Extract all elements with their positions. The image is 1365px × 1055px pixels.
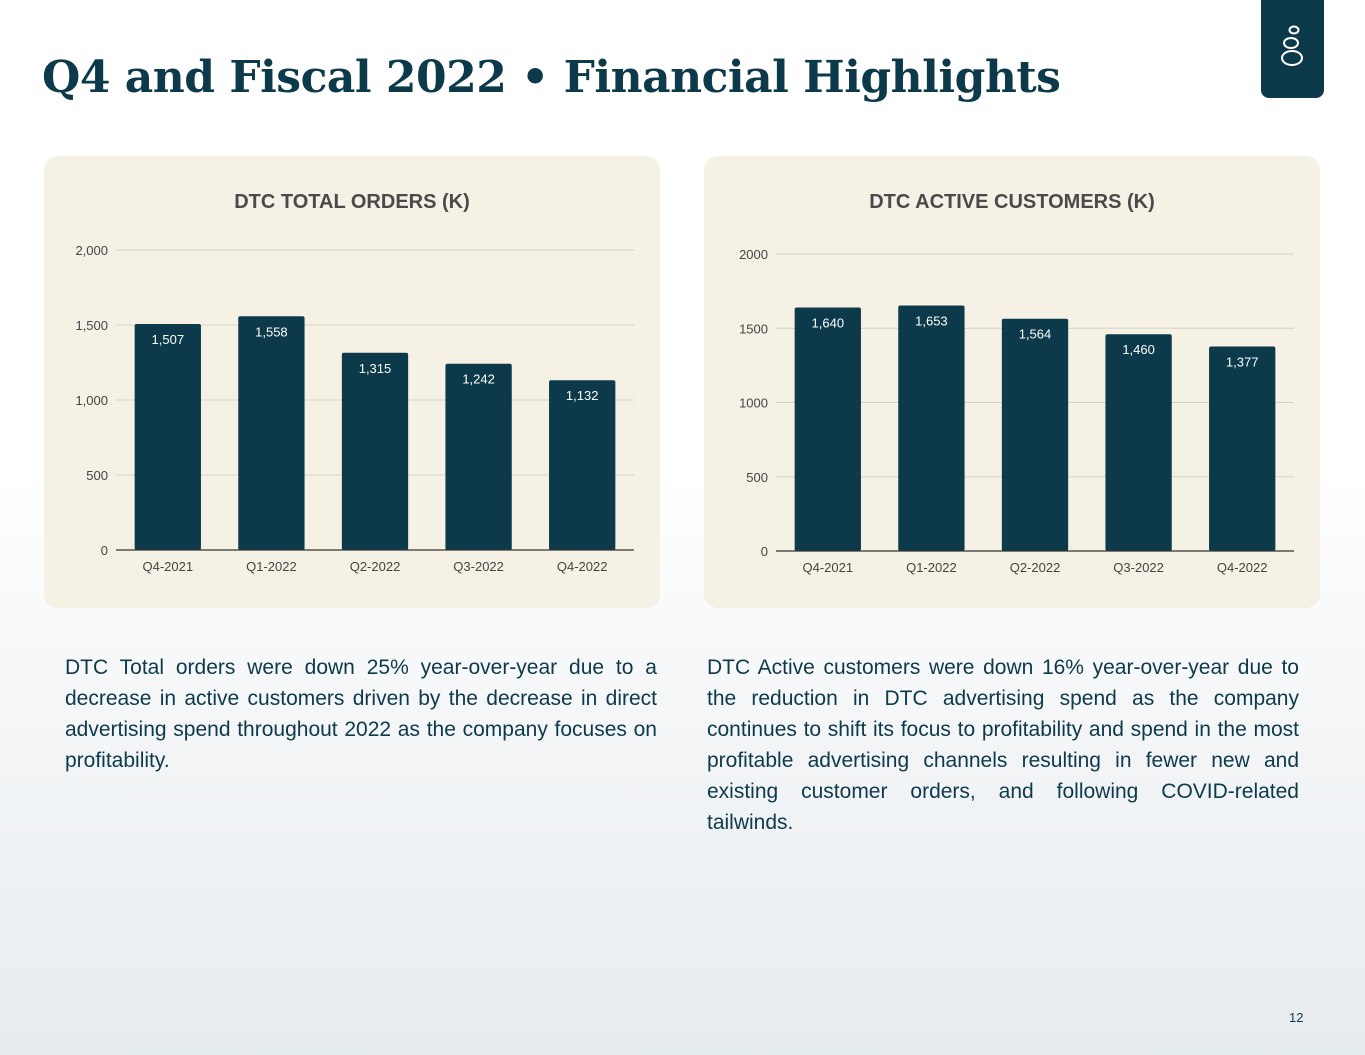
bar-q4-2021 — [794, 307, 861, 551]
x-tick-label: Q4-2022 — [557, 559, 608, 574]
orders-bar-chart: DTC TOTAL ORDERS (K) 0 500 1,000 1,500 2,000 1… — [75, 191, 634, 574]
y-tick-label: 2,000 — [75, 243, 108, 258]
stacked-stones-logo-icon — [1281, 25, 1303, 66]
x-tick-label: Q1-2022 — [906, 560, 957, 575]
bar-value-label: 1,507 — [152, 332, 185, 347]
y-tick-label: 1000 — [739, 396, 768, 411]
bar-value-label: 1,564 — [1019, 327, 1052, 342]
bar-value-label: 1,132 — [566, 388, 599, 403]
y-tick-label: 1500 — [739, 321, 768, 336]
x-tick-label: Q3-2022 — [1113, 560, 1164, 575]
bar-value-label: 1,460 — [1122, 342, 1155, 357]
orders-commentary: DTC Total orders were down 25% year-over… — [65, 656, 657, 772]
x-tick-label: Q4-2022 — [1217, 560, 1268, 575]
bar-value-label: 1,377 — [1226, 355, 1259, 370]
page-number: 12 — [1289, 1010, 1304, 1025]
bar-q3-2022 — [1105, 334, 1172, 551]
y-tick-label: 500 — [86, 468, 108, 483]
customers-commentary: DTC Active customers were down 16% year-… — [707, 656, 1299, 834]
customers-bar-chart: DTC ACTIVE CUSTOMERS (K) 0 500 1000 1500 2000… — [739, 191, 1294, 575]
bar-value-label: 1,242 — [462, 372, 495, 387]
bar-q4-2021 — [134, 323, 201, 550]
bar-q1-2022 — [238, 316, 305, 550]
orders-chart-title: DTC TOTAL ORDERS (K) — [234, 191, 470, 213]
customers-chart-title: DTC ACTIVE CUSTOMERS (K) — [869, 191, 1155, 213]
customers-chart-panel: DTC ACTIVE CUSTOMERS (K) 0 500 1000 1500 2000… — [704, 156, 1320, 608]
orders-chart-panel: DTC TOTAL ORDERS (K) 0 500 1,000 1,500 2,000 1… — [44, 156, 660, 608]
x-tick-label: Q1-2022 — [246, 559, 297, 574]
bar-value-label: 1,640 — [812, 315, 845, 330]
y-tick-label: 0 — [761, 544, 768, 559]
bar-value-label: 1,315 — [359, 361, 392, 376]
brand-logo — [1261, 0, 1324, 98]
x-tick-label: Q4-2021 — [803, 560, 854, 575]
bar-value-label: 1,558 — [255, 324, 288, 339]
bar-q4-2022 — [1209, 346, 1276, 551]
bar-q2-2022 — [341, 352, 409, 550]
x-tick-label: Q2-2022 — [1010, 560, 1061, 575]
x-tick-label: Q4-2021 — [143, 559, 194, 574]
y-tick-label: 1,000 — [75, 393, 108, 408]
y-tick-label: 2000 — [739, 247, 768, 262]
bar-q1-2022 — [898, 305, 965, 551]
bar-q3-2022 — [445, 363, 512, 550]
bar-q2-2022 — [1001, 318, 1069, 551]
x-tick-label: Q3-2022 — [453, 559, 504, 574]
y-tick-label: 1,500 — [75, 318, 108, 333]
y-tick-label: 500 — [746, 470, 768, 485]
bar-q4-2022 — [549, 380, 616, 550]
page-title: Q4 and Fiscal 2022 • Financial Highlight… — [42, 52, 1061, 103]
bar-value-label: 1,653 — [915, 314, 948, 329]
x-tick-label: Q2-2022 — [350, 559, 401, 574]
y-tick-label: 0 — [101, 543, 108, 558]
